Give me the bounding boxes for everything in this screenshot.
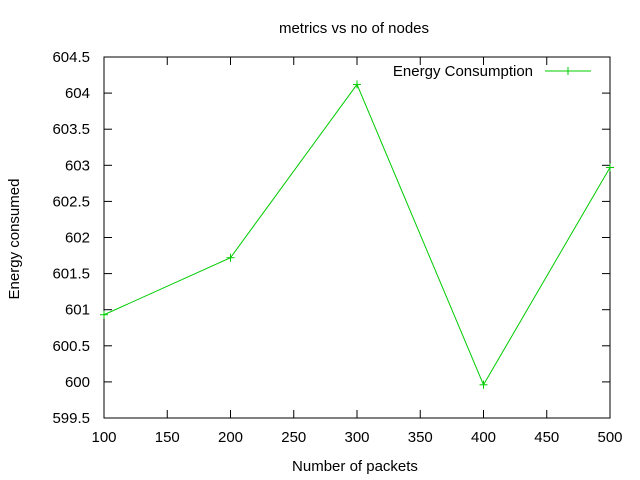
- series-line-energy-consumption: [103, 83, 611, 386]
- x-axis-ticks: 100 150 200 250 300 350 400 450 500: [91, 57, 623, 446]
- y-axis-label: Energy consumed: [6, 179, 23, 300]
- y-tick-label: 600.5: [52, 338, 90, 355]
- data-point: [353, 80, 361, 89]
- legend-label-energy-consumption: Energy Consumption: [393, 63, 533, 80]
- x-tick-label: 450: [534, 429, 559, 446]
- x-tick-label: 250: [281, 429, 306, 446]
- data-point: [606, 163, 614, 172]
- y-tick-label: 602.5: [52, 193, 90, 210]
- y-tick-label: 599.5: [52, 410, 90, 427]
- legend: Energy Consumption: [393, 63, 591, 80]
- plot-frame: [103, 56, 611, 419]
- y-tick-label: 601.5: [52, 266, 90, 283]
- x-tick-label: 350: [408, 429, 433, 446]
- y-tick-label: 603: [65, 157, 90, 174]
- legend-marker-sample: [564, 67, 572, 75]
- chart-title: metrics vs no of nodes: [279, 20, 429, 37]
- data-point: [100, 310, 108, 319]
- y-axis-ticks: 599.5 600 600.5 601 601.5 602 602.5 603 603.5 604…: [52, 49, 610, 427]
- x-tick-label: 150: [155, 429, 180, 446]
- x-tick-label: 300: [344, 429, 369, 446]
- y-tick-label: 601: [65, 302, 90, 319]
- x-tick-label: 500: [597, 429, 622, 446]
- x-tick-label: 100: [91, 429, 116, 446]
- y-tick-label: 604: [65, 85, 90, 102]
- x-tick-label: 200: [218, 429, 243, 446]
- y-tick-label: 603.5: [52, 121, 90, 138]
- y-tick-label: 602: [65, 230, 90, 247]
- series-group: [100, 80, 614, 389]
- y-tick-label: 604.5: [52, 49, 90, 66]
- x-tick-label: 400: [471, 429, 496, 446]
- data-point: [226, 253, 235, 262]
- x-axis-label: Number of packets: [292, 458, 418, 475]
- y-tick-label: 600: [65, 374, 90, 391]
- data-point: [479, 380, 488, 389]
